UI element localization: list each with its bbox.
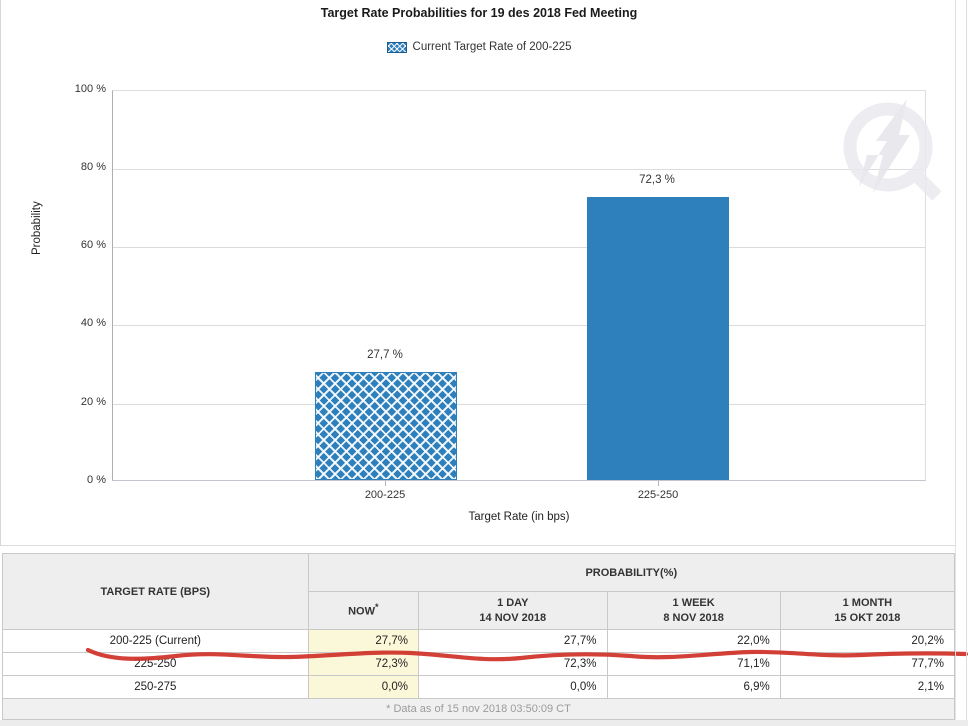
now-cell: 72,3% (307, 652, 420, 676)
y-tick-60: 60 % (80, 239, 106, 251)
x-tick-2 (658, 481, 659, 486)
gridline-20 (113, 404, 925, 405)
bar-200-225 (315, 372, 457, 480)
x-category-225-250: 225-250 (637, 489, 679, 501)
1day-date: 14 NOV 2018 (479, 611, 547, 624)
1month-cell: 2,1% (779, 675, 956, 699)
now-label: NOW (348, 605, 375, 618)
y-tick-0: 0 % (87, 474, 106, 486)
content-right-border (955, 0, 956, 726)
page-right-edge (966, 0, 967, 726)
1week-cell: 6,9% (606, 675, 781, 699)
rate-cell: 250-275 (2, 675, 309, 699)
col-header-1month: 1 MONTH 15 OKT 2018 (779, 591, 956, 630)
col-header-1week: 1 WEEK 8 NOV 2018 (606, 591, 781, 630)
col-header-now: NOW* (307, 591, 420, 630)
y-tick-80: 80 % (80, 161, 106, 173)
data-as-of-footnote: * Data as of 15 nov 2018 03:50:09 CT (2, 698, 955, 720)
gridline-80 (113, 169, 925, 170)
now-cell: 27,7% (307, 629, 420, 653)
1week-cell: 22,0% (606, 629, 781, 653)
y-tick-40: 40 % (80, 317, 106, 329)
x-axis-title: Target Rate (in bps) (468, 511, 570, 523)
rate-cell: 225-250 (2, 652, 309, 676)
plot-area (112, 90, 926, 481)
1day-cell: 27,7% (418, 629, 608, 653)
gridline-40 (113, 325, 925, 326)
1week-cell: 71,1% (606, 652, 781, 676)
col-header-1day: 1 DAY 14 NOV 2018 (418, 591, 608, 630)
bar-value-225-250: 72,3 % (639, 174, 675, 186)
legend-label: Current Target Rate of 200-225 (412, 41, 572, 53)
x-category-200-225: 200-225 (364, 489, 406, 501)
hatched-bar-swatch-icon (386, 41, 407, 53)
y-tick-20: 20 % (80, 396, 106, 408)
table-row: 200-225 (Current) 27,7% 27,7% 22,0% 20,2… (2, 629, 956, 653)
probability-chart: Target Rate Probabilities for 19 des 201… (0, 0, 956, 546)
x-tick-1 (385, 481, 386, 486)
bar-225-250 (587, 197, 729, 480)
1month-label: 1 MONTH (842, 596, 893, 609)
rate-cell: 200-225 (Current) (2, 629, 309, 653)
gridline-60 (113, 247, 925, 248)
1day-cell: 72,3% (418, 652, 608, 676)
quikstrike-logo-icon (843, 99, 942, 201)
y-tick-100: 100 % (74, 83, 106, 95)
1day-label: 1 DAY (497, 596, 529, 609)
1month-cell: 20,2% (779, 629, 956, 653)
now-footnote-marker: * (374, 602, 379, 613)
1week-label: 1 WEEK (672, 596, 715, 609)
bar-value-200-225: 27,7 % (367, 349, 403, 361)
col-header-probability: PROBABILITY(%) (307, 553, 956, 592)
1month-cell: 77,7% (779, 652, 956, 676)
probability-table: TARGET RATE (BPS) PROBABILITY(%) NOW* 1 … (2, 553, 956, 720)
now-cell: 0,0% (307, 675, 420, 699)
chart-legend: Current Target Rate of 200-225 (1, 41, 957, 56)
page-bottom-strip (0, 720, 968, 726)
table-row: 250-275 0,0% 0,0% 6,9% 2,1% (2, 675, 956, 699)
1day-cell: 0,0% (418, 675, 608, 699)
chart-title: Target Rate Probabilities for 19 des 201… (320, 6, 638, 20)
col-header-target-rate: TARGET RATE (BPS) (2, 553, 309, 630)
1week-date: 8 NOV 2018 (663, 611, 724, 624)
table-row: 225-250 72,3% 72,3% 71,1% 77,7% (2, 652, 956, 676)
1month-date: 15 OKT 2018 (834, 611, 901, 624)
